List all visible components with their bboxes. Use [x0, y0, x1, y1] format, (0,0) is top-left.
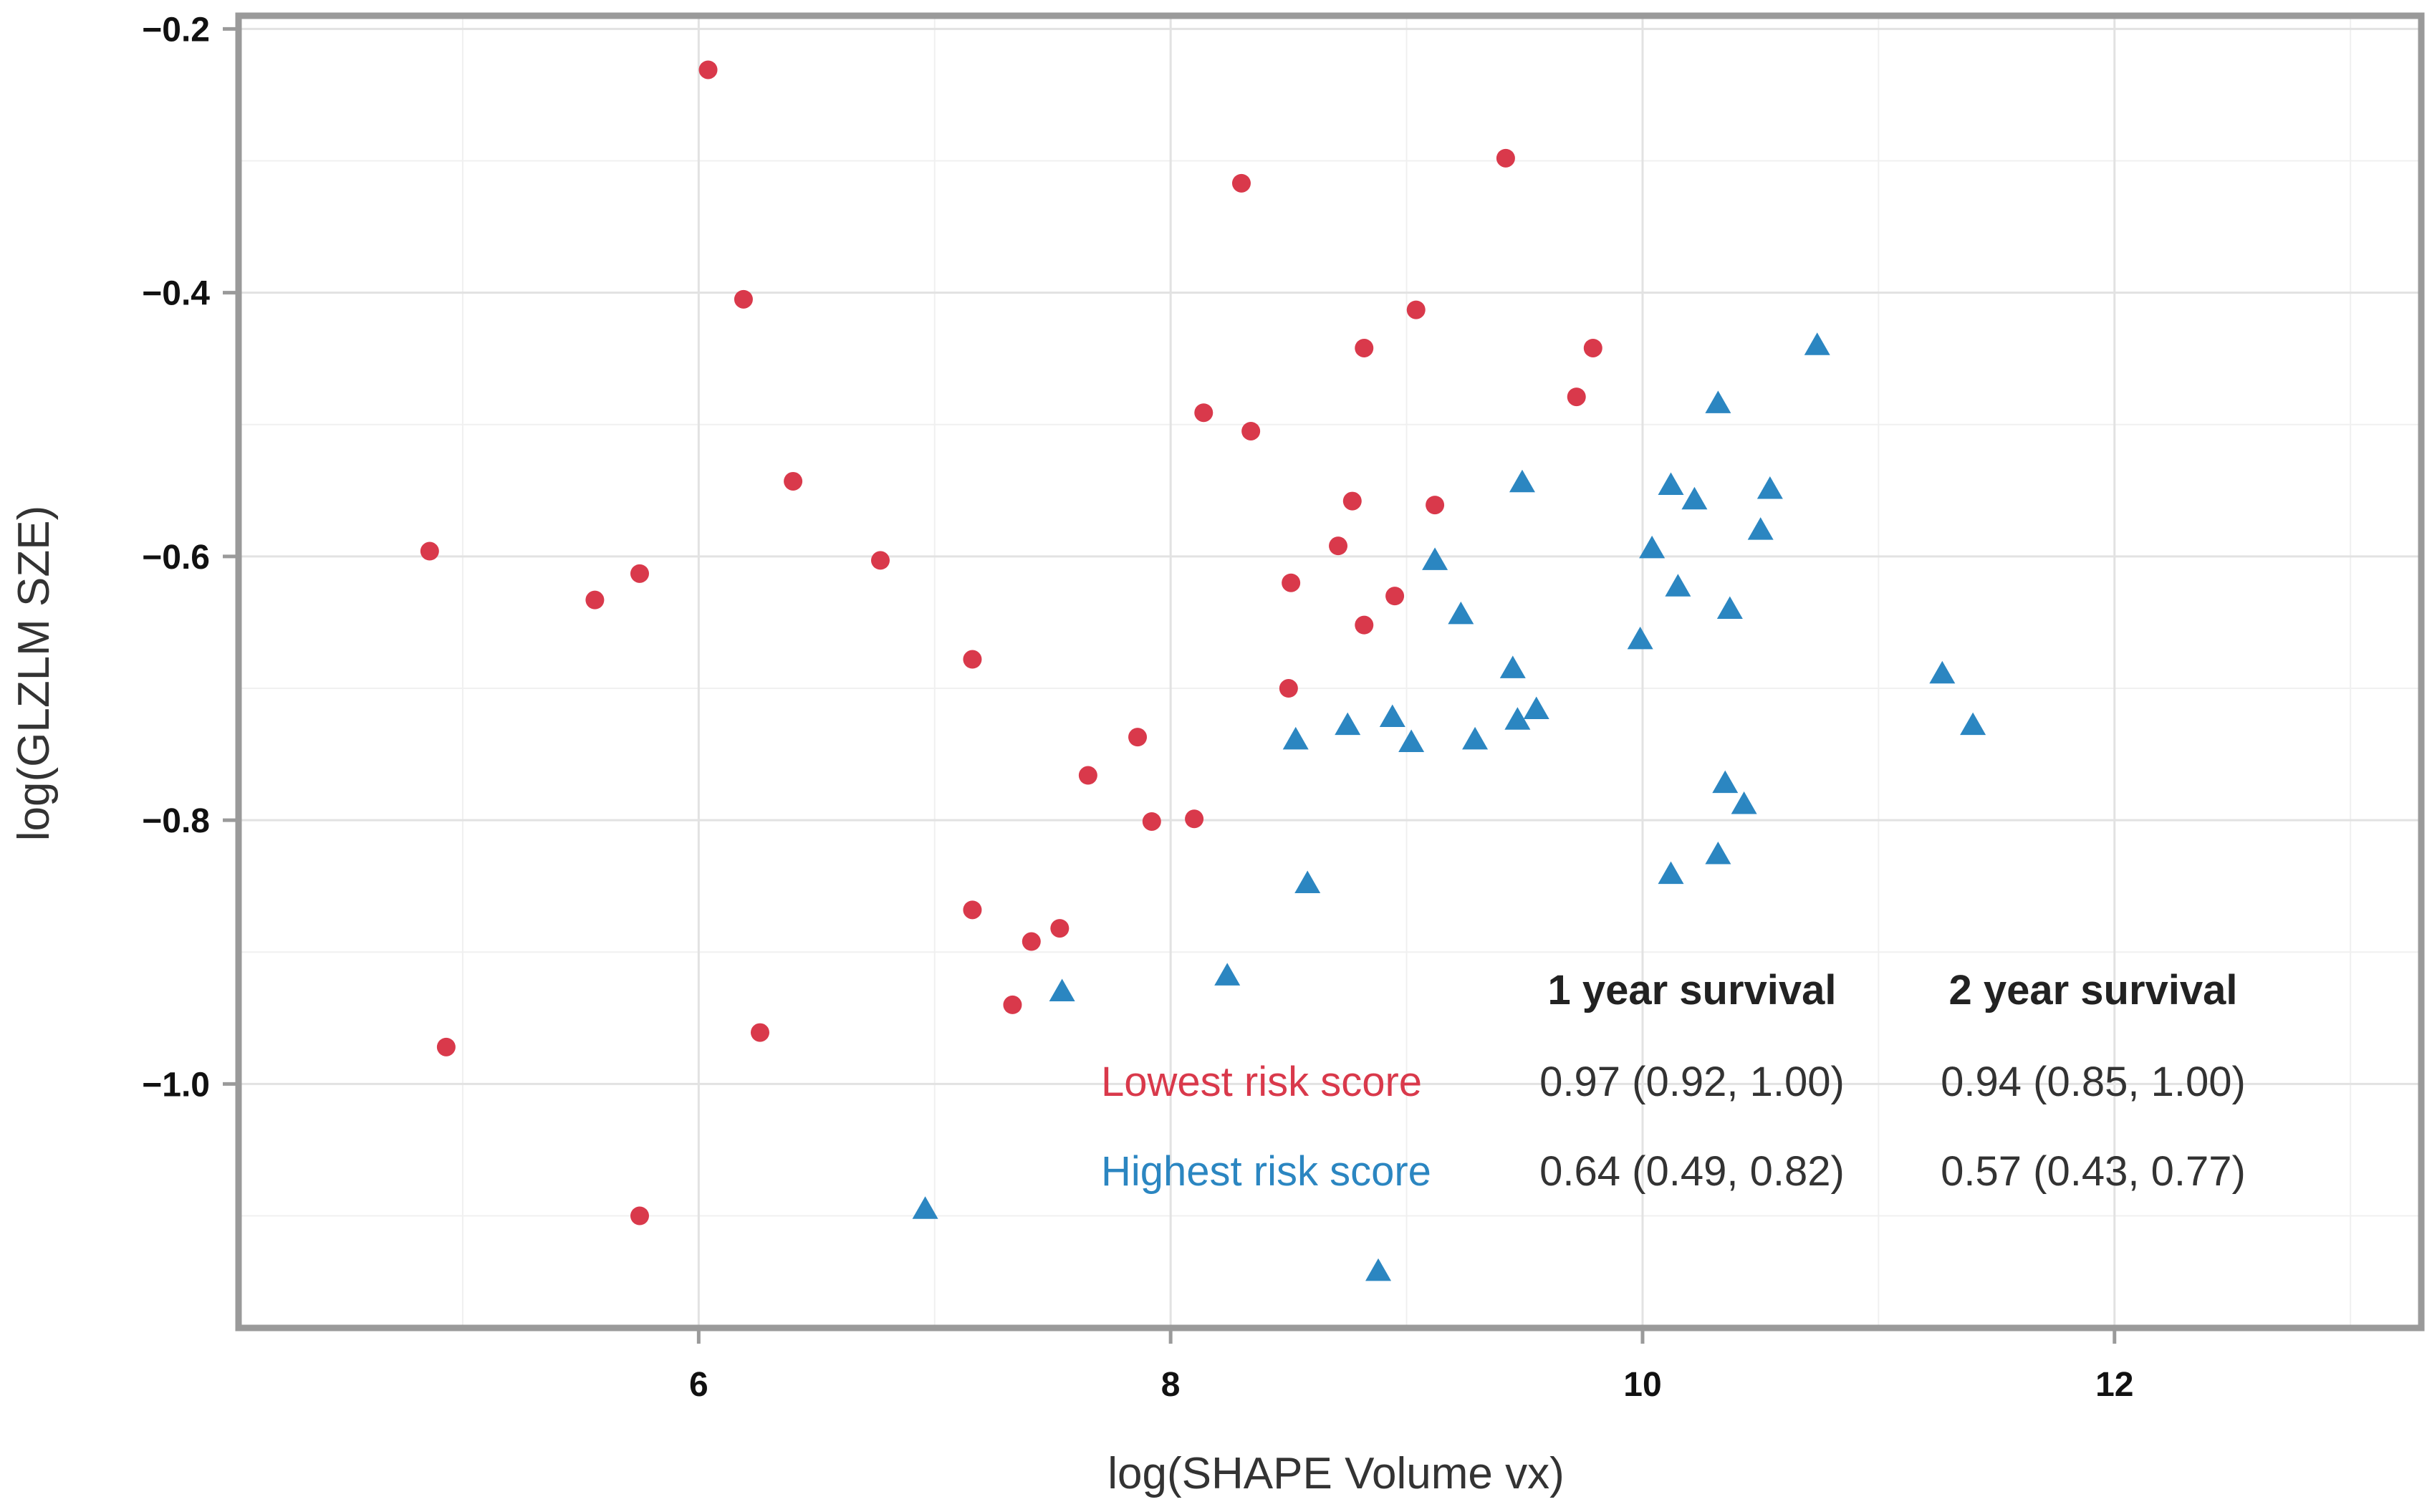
data-point-lowest-risk [585, 590, 605, 610]
data-point-highest-risk [1398, 729, 1425, 753]
data-point-highest-risk [1282, 726, 1309, 750]
cell-highest-1-year: 0.64 (0.49, 0.82) [1539, 1148, 1845, 1195]
cell-lowest-1-year: 0.97 (0.92, 1.00) [1539, 1059, 1845, 1105]
x-tick-label: 12 [2095, 1366, 2133, 1404]
data-point-highest-risk [1705, 390, 1731, 413]
data-point-highest-risk [1294, 870, 1321, 894]
cell-highest-2-year: 0.57 (0.43, 0.77) [1941, 1148, 2246, 1195]
data-point-lowest-risk [1583, 338, 1602, 357]
data-point-lowest-risk [963, 900, 982, 920]
data-point-lowest-risk [1279, 679, 1298, 698]
data-point-highest-risk [1462, 726, 1489, 750]
data-point-highest-risk [1804, 332, 1830, 355]
x-axis-ticks: 6 8 10 12 [689, 1328, 2133, 1404]
data-point-lowest-risk [1231, 173, 1251, 193]
data-point-lowest-risk [963, 650, 982, 669]
minor-gridlines [239, 16, 2421, 1328]
cell-lowest-2-year: 0.94 (0.85, 1.00) [1941, 1059, 2246, 1105]
x-tick-label: 6 [689, 1366, 708, 1404]
data-point-highest-risk [1379, 704, 1405, 728]
data-point-highest-risk [1747, 517, 1774, 540]
data-point-highest-risk [1658, 861, 1684, 885]
data-point-highest-risk [1716, 596, 1743, 620]
data-point-highest-risk [1756, 476, 1783, 499]
x-tick-label: 8 [1161, 1366, 1181, 1404]
data-point-lowest-risk [1355, 615, 1374, 635]
data-point-lowest-risk [1078, 766, 1097, 785]
data-point-highest-risk [1658, 472, 1684, 495]
data-point-highest-risk [1504, 707, 1531, 730]
data-point-lowest-risk [630, 564, 649, 583]
data-point-lowest-risk [870, 551, 890, 570]
data-point-highest-risk [1731, 791, 1757, 814]
plot-background [239, 16, 2421, 1328]
data-point-lowest-risk [750, 1023, 769, 1042]
data-point-lowest-risk [1406, 300, 1426, 319]
x-tick-label: 10 [1623, 1366, 1661, 1404]
data-point-highest-risk [1365, 1258, 1392, 1281]
data-point-lowest-risk [698, 60, 718, 80]
data-point-lowest-risk [1567, 387, 1586, 407]
data-point-lowest-risk [1142, 812, 1161, 831]
y-tick-label: −1.0 [142, 1066, 210, 1104]
series-highest-risk-score [912, 332, 1986, 1281]
data-point-lowest-risk [1385, 587, 1405, 606]
legend-label-lowest-risk: Lowest risk score [1101, 1059, 1422, 1105]
data-point-highest-risk [1049, 978, 1075, 1001]
data-point-highest-risk [1665, 574, 1691, 597]
data-point-lowest-risk [1329, 536, 1348, 556]
data-point-lowest-risk [1355, 338, 1374, 357]
data-point-lowest-risk [630, 1206, 649, 1226]
y-axis-title: log(GLZLM SZE) [9, 506, 59, 842]
data-point-highest-risk [1705, 842, 1731, 865]
data-point-lowest-risk [420, 541, 439, 561]
y-tick-label: −0.8 [142, 802, 210, 840]
table-header-1-year: 1 year survival [1547, 967, 1836, 1013]
data-point-lowest-risk [1496, 148, 1515, 168]
data-point-lowest-risk [1128, 728, 1148, 747]
data-point-lowest-risk [1194, 403, 1214, 423]
data-point-highest-risk [1509, 469, 1535, 493]
data-point-lowest-risk [734, 289, 753, 309]
data-point-lowest-risk [1342, 491, 1362, 511]
x-axis-title: log(SHAPE Volume vx) [1107, 1449, 1564, 1498]
data-point-lowest-risk [1003, 995, 1022, 1014]
data-point-highest-risk [1523, 696, 1549, 719]
data-point-highest-risk [1422, 547, 1448, 570]
data-point-lowest-risk [784, 471, 803, 491]
data-point-highest-risk [1639, 535, 1666, 559]
data-point-lowest-risk [1241, 421, 1261, 440]
y-tick-label: −0.2 [142, 11, 210, 49]
series-lowest-risk-score [420, 60, 1602, 1226]
data-point-highest-risk [1335, 712, 1361, 736]
y-axis-ticks: −0.2 −0.4 −0.6 −0.8 −1.0 [142, 11, 239, 1104]
plot-border [235, 12, 2425, 1332]
data-point-lowest-risk [1282, 573, 1301, 592]
data-point-highest-risk [1499, 655, 1526, 678]
y-tick-label: −0.4 [142, 275, 210, 313]
survival-table: 1 year survival 2 year survival Lowest r… [1101, 967, 2246, 1195]
data-point-lowest-risk [1022, 932, 1041, 951]
major-gridlines [239, 16, 2421, 1328]
data-point-lowest-risk [1050, 919, 1070, 938]
data-point-highest-risk [1929, 660, 1956, 684]
data-point-highest-risk [1960, 712, 1986, 736]
table-header-2-year: 2 year survival [1948, 967, 2237, 1013]
data-point-highest-risk [1627, 626, 1653, 650]
legend-label-highest-risk: Highest risk score [1101, 1148, 1431, 1195]
data-point-highest-risk [1681, 486, 1708, 510]
data-point-highest-risk [1214, 963, 1241, 986]
data-point-highest-risk [1448, 601, 1474, 625]
data-point-lowest-risk [436, 1037, 456, 1056]
data-point-highest-risk [912, 1196, 938, 1219]
data-point-lowest-risk [1426, 496, 1445, 515]
y-tick-label: −0.6 [142, 539, 210, 577]
data-point-highest-risk [1712, 770, 1739, 794]
data-point-lowest-risk [1185, 809, 1204, 829]
